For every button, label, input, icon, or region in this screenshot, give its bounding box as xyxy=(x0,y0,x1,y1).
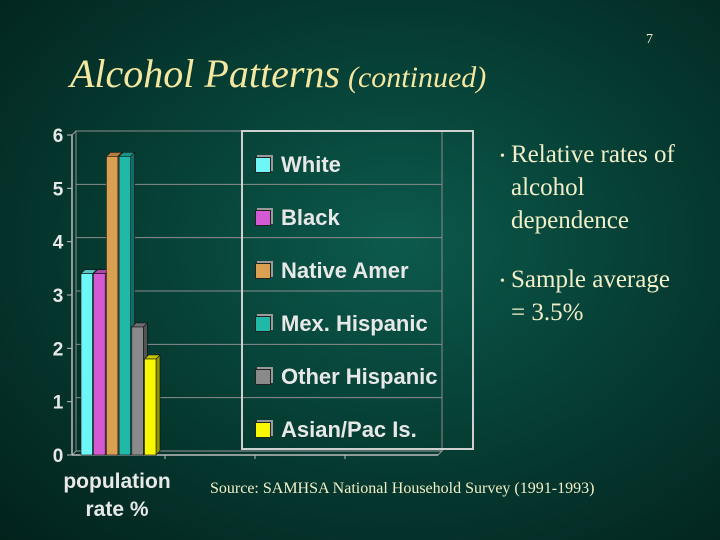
legend-label: Native Amer xyxy=(281,257,409,283)
bullet-dot: • xyxy=(500,149,505,164)
chart-legend: White Black Native Amer Mex. Hispanic Other … xyxy=(241,130,474,450)
y-tick-label: 1 xyxy=(53,393,64,414)
bar-side xyxy=(155,354,161,456)
legend-label: Asian/Pac Is. xyxy=(281,416,417,442)
title-sub: (continued) xyxy=(347,61,487,94)
source-note: Source: SAMHSA National Household Survey… xyxy=(210,480,595,497)
bullet-text: Sample average = 3.5% xyxy=(511,266,670,326)
bar xyxy=(144,358,157,456)
slide-number: 7 xyxy=(646,32,653,47)
bar xyxy=(131,326,144,456)
bar xyxy=(80,273,93,456)
legend-swatch xyxy=(255,421,271,438)
bar xyxy=(106,156,119,456)
legend-item: Asian/Pac Is. xyxy=(255,403,472,456)
legend-swatch xyxy=(255,156,271,173)
bullet-text: Relative rates of alcohol dependence xyxy=(511,141,675,234)
bullet-item: • Sample average = 3.5% xyxy=(500,263,681,329)
y-tick-label: 5 xyxy=(53,179,64,200)
y-tick-label: 2 xyxy=(53,339,64,360)
legend-item: Mex. Hispanic xyxy=(255,297,472,350)
legend-item: Other Hispanic xyxy=(255,350,472,403)
legend-label: Mex. Hispanic xyxy=(281,310,428,336)
legend-swatch xyxy=(255,315,271,332)
legend-item: White xyxy=(255,138,472,191)
title-main: Alcohol Patterns xyxy=(70,51,340,96)
x-axis-label: rate % xyxy=(85,498,148,521)
bullet-dot: • xyxy=(500,274,505,289)
legend-swatch xyxy=(255,368,271,385)
legend-item: Black xyxy=(255,191,472,244)
y-tick-label: 3 xyxy=(53,286,64,307)
bullet-list: • Relative rates of alcohol dependence • Sa… xyxy=(500,138,681,355)
legend-label: Other Hispanic xyxy=(281,363,438,389)
legend-label: White xyxy=(281,151,341,177)
x-axis-label: population xyxy=(63,470,170,493)
y-tick-label: 4 xyxy=(53,233,64,254)
legend-swatch xyxy=(255,209,271,226)
bar xyxy=(93,273,106,456)
legend-item: Native Amer xyxy=(255,244,472,297)
legend-label: Black xyxy=(281,204,340,230)
slide-title: Alcohol Patterns (continued) xyxy=(70,50,486,97)
bar xyxy=(118,156,131,456)
y-tick-label: 6 xyxy=(53,126,64,147)
legend-swatch xyxy=(255,262,271,279)
chart-wall-edge xyxy=(71,130,77,136)
bullet-item: • Relative rates of alcohol dependence xyxy=(500,138,681,237)
y-tick-label: 0 xyxy=(53,446,64,467)
bar-chart: 0 1 2 3 4 5 6 population rate % xyxy=(53,126,444,521)
